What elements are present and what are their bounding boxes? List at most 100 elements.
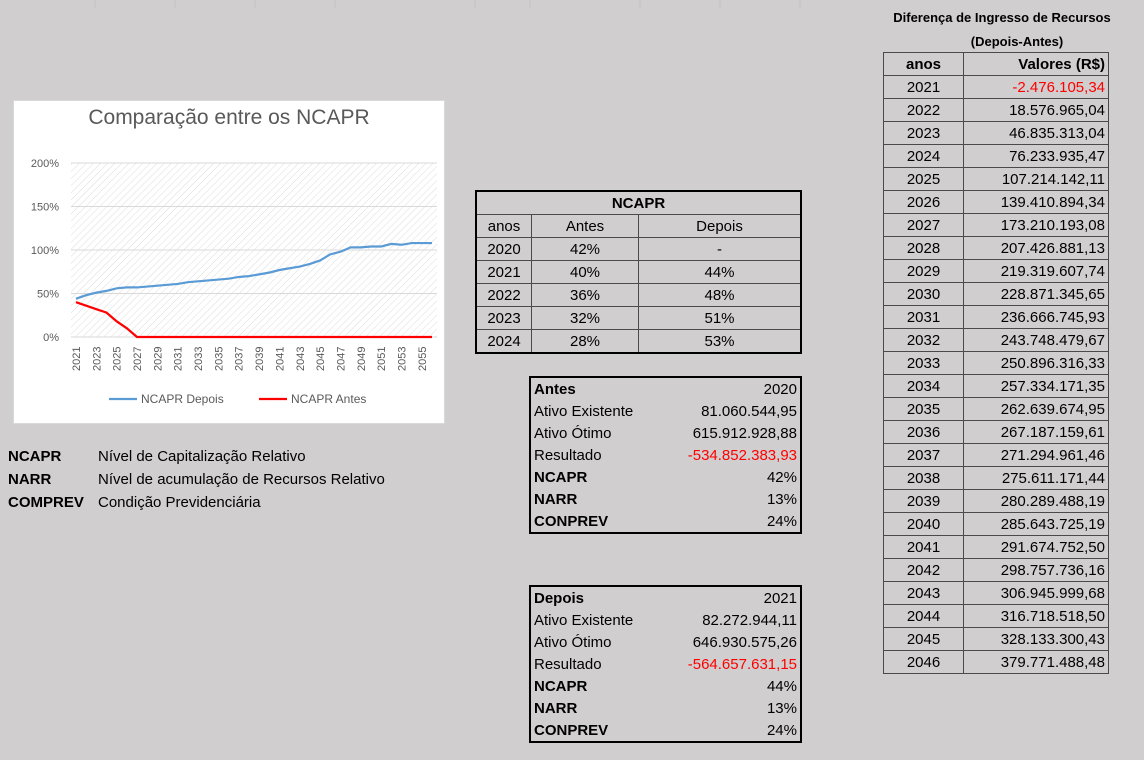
year-cell: 2030 [883,282,964,306]
x-tick-label: 2023 [91,347,103,371]
summary-value: 42% [766,468,797,486]
table-cell: 51% [638,306,802,330]
year-cell: 2035 [883,397,964,421]
x-tick-label: 2027 [132,347,144,371]
table-row: 2025 107.214.142,11 [883,167,1109,191]
table-row: 2032 243.748.479,67 [883,328,1109,352]
x-tick-label: 2031 [173,347,185,371]
ncapr-chart[interactable]: Comparação entre os NCAPR 200% 150% 100% 50… [13,100,445,424]
x-tick-label: 2053 [396,347,408,371]
table-cell: 42% [531,237,639,261]
x-tick-label: 2033 [193,347,205,371]
series-line-0 [75,241,432,300]
year-cell: 2023 [883,121,964,145]
depois-title: Depois [534,589,585,607]
summary-row: Ativo Ótimo 615.912.928,88 [530,422,801,444]
value-cell: 236.666.745,93 [963,305,1109,329]
summary-row: NARR 13% [530,488,801,510]
year-cell: 2037 [883,443,964,467]
table-row: 2034 257.334.171,35 [883,374,1109,398]
year-cell: 2025 [883,167,964,191]
summary-label: CONPREV [534,721,609,739]
x-tick-label: 2043 [295,347,307,371]
value-cell: 76.233.935,47 [963,144,1109,168]
diff-subtitle: (Depois-Antes) [970,34,1064,49]
summary-row: CONPREV 24% [530,719,801,742]
glossary-desc: Condição Previdenciária [98,494,261,511]
value-cell: 107.214.142,11 [963,167,1109,191]
summary-label: Ativo Ótimo [534,633,612,651]
depois-summary: Depois 2021 Ativo Existente 82.272.944,11… [529,585,802,743]
ncapr-table-header: anos Antes Depois [475,214,802,238]
value-cell: 280.289.488,19 [963,489,1109,513]
table-cell: 2021 [475,260,532,284]
x-tick-label: 2039 [254,347,266,371]
legend-label: NCAPR Depois [141,392,224,406]
table-row: 2037 271.294.961,46 [883,443,1109,467]
col-header: Valores (R$) [963,52,1109,76]
year-cell: 2022 [883,98,964,122]
summary-label: NCAPR [534,677,588,695]
value-cell: 291.674.752,50 [963,535,1109,559]
table-row: 2029 219.319.607,74 [883,259,1109,283]
summary-row: Resultado -534.852.383,93 [530,444,801,466]
x-tick-label: 2047 [335,347,347,371]
table-row: 2039 280.289.488,19 [883,489,1109,513]
diff-table: anos Valores (R$) 2021 -2.476.105,34 2022 1… [883,52,1109,674]
table-row: 2030 228.871.345,65 [883,282,1109,306]
value-cell: 228.871.345,65 [963,282,1109,306]
glossary-desc: Nível de Capitalização Relativo [98,448,306,465]
year-cell: 2034 [883,374,964,398]
value-cell: -2.476.105,34 [963,75,1109,99]
diff-table-header: anos Valores (R$) [883,52,1109,76]
value-cell: 243.748.479,67 [963,328,1109,352]
summary-label: NARR [534,699,578,717]
ncapr-table-title: NCAPR [475,190,802,215]
value-cell: 267.187.159,61 [963,420,1109,444]
x-tick-label: 2021 [71,347,83,371]
summary-row: Ativo Existente 81.060.544,95 [530,400,801,422]
y-tick-label: 50% [37,289,59,301]
y-tick-label: 0% [43,332,59,344]
summary-label: Resultado [534,655,602,673]
x-tick-label: 2051 [376,347,388,371]
value-cell: 328.133.300,43 [963,627,1109,651]
year-cell: 2028 [883,236,964,260]
table-row: 2023 32% 51% [475,306,802,330]
table-row: 2023 46.835.313,04 [883,121,1109,145]
value-cell: 262.639.674,95 [963,397,1109,421]
table-row: 2026 139.410.894,34 [883,190,1109,214]
table-cell: 2024 [475,329,532,354]
value-cell: 219.319.607,74 [963,259,1109,283]
summary-value: 24% [766,512,797,530]
year-cell: 2042 [883,558,964,582]
summary-label: Ativo Ótimo [534,424,612,442]
summary-value: 82.272.944,11 [702,611,797,629]
table-row: 2022 18.576.965,04 [883,98,1109,122]
year-cell: 2029 [883,259,964,283]
year-cell: 2033 [883,351,964,375]
glossary-desc: Nível de acumulação de Recursos Relativo [98,471,385,488]
glossary-abbr: NCAPR [8,448,62,465]
summary-row: CONPREV 24% [530,510,801,533]
table-row: 2021 40% 44% [475,260,802,284]
table-row: 2024 76.233.935,47 [883,144,1109,168]
year-cell: 2036 [883,420,964,444]
summary-row: NARR 13% [530,697,801,719]
y-tick-label: 150% [31,202,59,214]
table-cell: 53% [638,329,802,354]
antes-year: 2020 [763,380,797,398]
table-row: 2040 285.643.725,19 [883,512,1109,536]
summary-row: NCAPR 44% [530,675,801,697]
year-cell: 2041 [883,535,964,559]
x-tick-label: 2041 [274,347,286,371]
summary-value: 646.930.575,26 [692,633,797,651]
table-row: 2035 262.639.674,95 [883,397,1109,421]
table-row: 2043 306.945.999,68 [883,581,1109,605]
year-cell: 2021 [883,75,964,99]
summary-row: NCAPR 42% [530,466,801,488]
depois-year: 2021 [763,589,797,607]
ncapr-table: NCAPR anos Antes Depois 2020 42% -2021 40% 4… [475,190,802,354]
summary-value: -534.852.383,93 [687,446,797,464]
